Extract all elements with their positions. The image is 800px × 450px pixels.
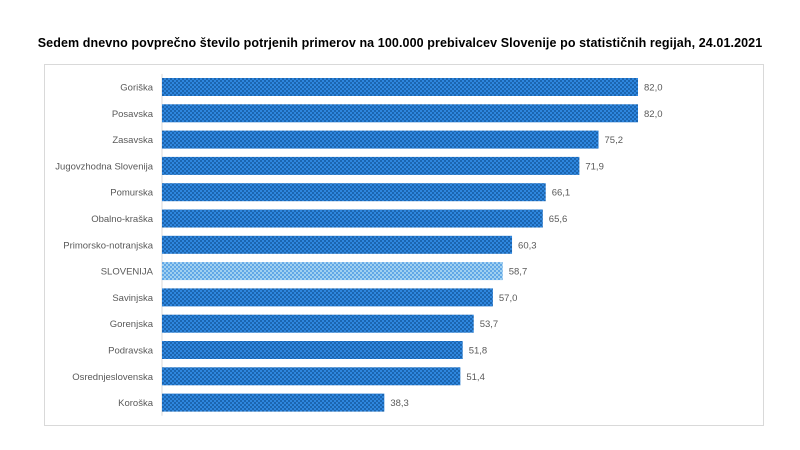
plot-area xyxy=(44,64,764,426)
category-label-podravska: Podravska xyxy=(108,346,154,357)
bar-posavska xyxy=(162,104,638,123)
value-label-podravska: 51,8 xyxy=(469,346,488,357)
value-label-posavska: 82,0 xyxy=(644,109,663,120)
category-label-jugovzhodna-slovenija: Jugovzhodna Slovenija xyxy=(55,161,153,172)
bar-osrednjeslovenska xyxy=(162,367,461,386)
category-label-gorenjska: Gorenjska xyxy=(110,319,154,330)
value-label-primorsko-notranjska: 60,3 xyxy=(518,240,537,251)
value-label-obalno-kraska: 65,6 xyxy=(549,214,568,225)
value-label-zasavska: 75,2 xyxy=(605,135,624,146)
category-label-pomurska: Pomurska xyxy=(110,188,153,199)
bar-goriska xyxy=(162,78,638,96)
category-label-slovenija: SLOVENIJA xyxy=(101,267,154,278)
bar-zasavska xyxy=(162,130,599,149)
value-label-koroska: 38,3 xyxy=(390,398,409,409)
category-label-obalno-kraska: Obalno-kraška xyxy=(91,214,153,225)
bar-podravska xyxy=(162,341,463,359)
bar-gorenjska xyxy=(162,314,474,333)
value-label-savinjska: 57,0 xyxy=(499,293,518,304)
category-label-goriska: Goriška xyxy=(120,83,153,94)
bar-koroska xyxy=(162,393,385,412)
bar-pomurska xyxy=(162,183,546,202)
value-label-gorenjska: 53,7 xyxy=(480,319,499,330)
category-label-zasavska: Zasavska xyxy=(112,135,153,146)
value-label-pomurska: 66,1 xyxy=(552,188,571,199)
category-label-primorsko-notranjska: Primorsko-notranjska xyxy=(63,240,153,251)
chart-title: Sedem dnevno povprečno število potrjenih… xyxy=(37,36,763,50)
bar-obalno-kraska xyxy=(162,209,543,228)
category-label-posavska: Posavska xyxy=(112,109,154,120)
value-label-jugovzhodna-slovenija: 71,9 xyxy=(585,161,604,172)
bar-primorsko-notranjska xyxy=(162,235,513,254)
value-label-osrednjeslovenska: 51,4 xyxy=(466,372,485,383)
bar-savinjska xyxy=(162,288,493,307)
value-label-goriska: 82,0 xyxy=(644,83,663,94)
bar-slovenija xyxy=(162,262,503,281)
value-label-slovenija: 58,7 xyxy=(509,267,528,278)
category-label-koroska: Koroška xyxy=(118,398,154,409)
category-label-osrednjeslovenska: Osrednjeslovenska xyxy=(72,372,154,383)
bar-jugovzhodna-slovenija xyxy=(162,156,580,175)
category-label-savinjska: Savinjska xyxy=(112,293,153,304)
